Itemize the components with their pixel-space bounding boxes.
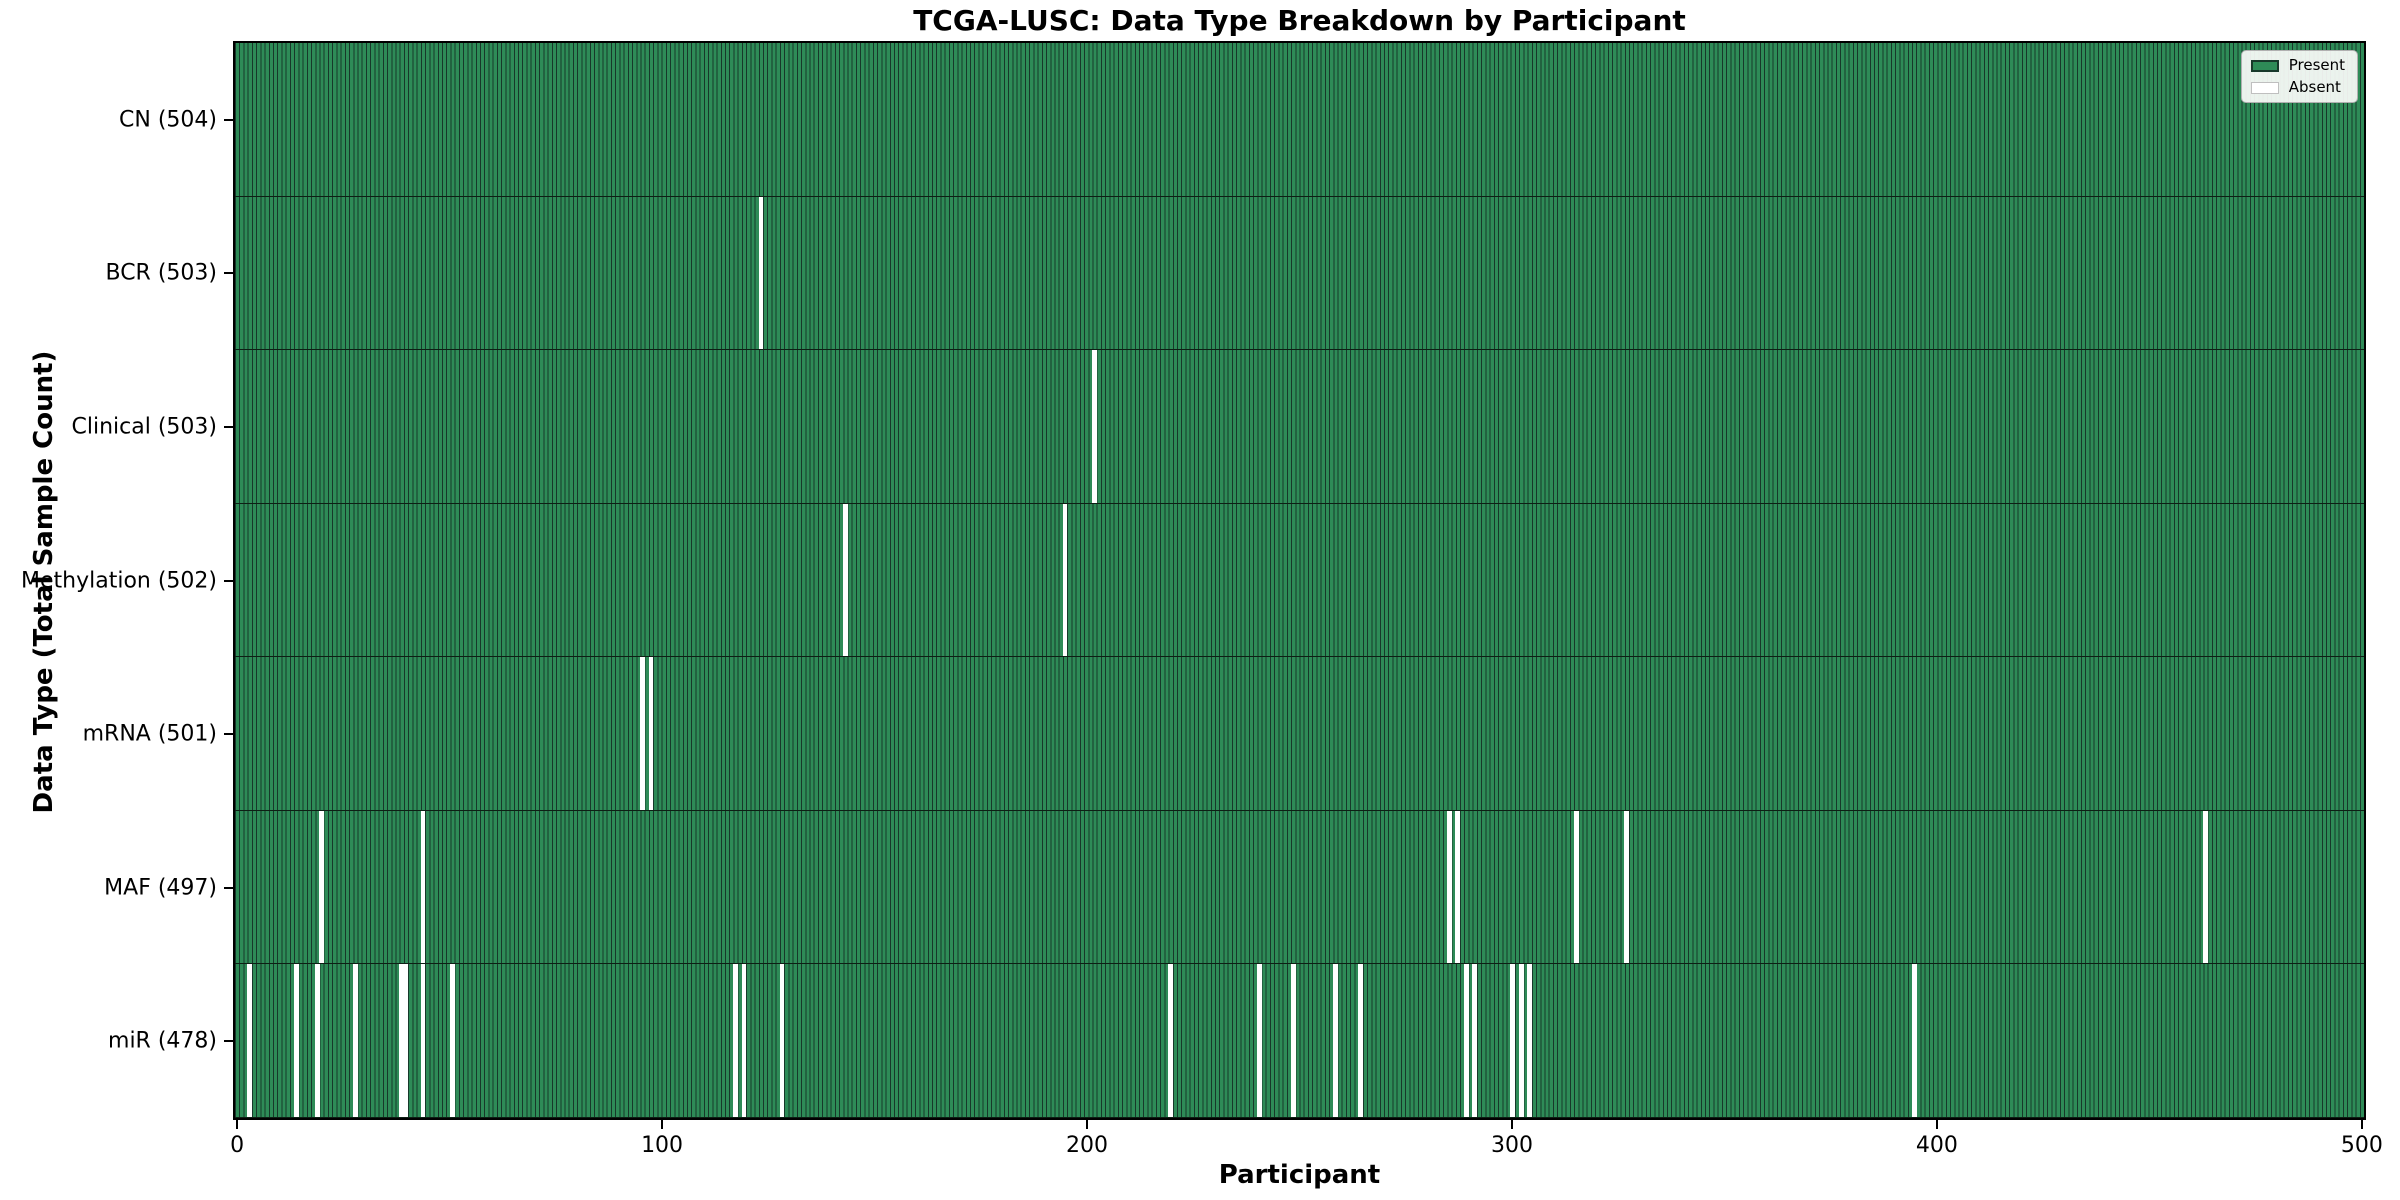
x-tick-mark (1935, 1120, 1938, 1129)
legend-absent-label: Absent (2288, 78, 2341, 96)
absent-gap (733, 964, 738, 1117)
y-tick-label-miR: miR (478) (108, 1028, 217, 1054)
absent-gap (1518, 964, 1524, 1117)
absent-gap (1573, 810, 1579, 964)
absent-gap (1527, 964, 1533, 1117)
y-tick-label-mRNA: mRNA (501) (82, 721, 217, 747)
absent-gap (758, 196, 764, 350)
row-strip-CN (235, 43, 2364, 197)
plot-area: Present Absent (233, 41, 2366, 1120)
x-tick-mark (1086, 1120, 1089, 1129)
y-tick-label-Methylation: Methylation (502) (21, 568, 217, 593)
x-tick-label-500: 500 (2340, 1133, 2383, 1158)
row-strip-Clinical (235, 350, 2364, 504)
absent-swatch-icon (2250, 81, 2279, 94)
absent-gap (2203, 810, 2208, 964)
absent-gap (352, 964, 358, 1117)
absent-gap (1472, 964, 1478, 1117)
y-tick-mark (224, 579, 233, 582)
x-tick-label-100: 100 (641, 1133, 684, 1158)
y-tick-mark (224, 886, 233, 889)
y-tick-mark (224, 1040, 233, 1043)
absent-gap (1463, 964, 1469, 1117)
absent-gap (648, 657, 654, 810)
absent-gap (1256, 964, 1262, 1117)
y-tick-label-CN: CN (504) (119, 107, 217, 133)
absent-gap (450, 964, 455, 1117)
legend-item-present: Present (2250, 56, 2345, 74)
x-tick-label-200: 200 (1066, 1133, 1109, 1158)
absent-gap (247, 964, 253, 1117)
absent-gap (741, 964, 747, 1117)
x-axis-label: Participant (1218, 1160, 1381, 1190)
absent-gap (1290, 964, 1296, 1117)
absent-gap (1358, 964, 1364, 1117)
absent-gap (842, 503, 848, 657)
absent-gap (1911, 964, 1917, 1117)
y-tick-mark (224, 272, 233, 275)
row-strip-Methylation (235, 503, 2364, 658)
row-strip-BCR (235, 196, 2364, 351)
legend: Present Absent (2240, 50, 2358, 103)
absent-gap (779, 964, 785, 1117)
y-tick-label-BCR: BCR (503) (105, 260, 217, 286)
legend-item-absent: Absent (2250, 78, 2345, 96)
absent-gap (420, 810, 426, 964)
y-tick-mark (224, 733, 233, 736)
absent-gap (399, 964, 405, 1117)
absent-gap (319, 810, 324, 964)
x-tick-mark (1510, 1120, 1513, 1129)
x-tick-label-300: 300 (1490, 1133, 1533, 1158)
y-tick-mark (224, 425, 233, 428)
x-tick-mark (2360, 1120, 2363, 1129)
absent-gap (1062, 503, 1068, 657)
row-strip-MAF (235, 810, 2364, 965)
y-tick-label-Clinical: Clinical (503) (71, 414, 217, 440)
present-swatch-icon (2250, 59, 2279, 72)
legend-present-label: Present (2288, 56, 2345, 74)
absent-gap (1455, 810, 1461, 964)
x-tick-label-400: 400 (1915, 1133, 1958, 1158)
x-tick-mark (236, 1120, 239, 1129)
x-tick-label-0: 0 (230, 1133, 245, 1158)
absent-gap (1092, 350, 1098, 503)
absent-gap (403, 964, 409, 1117)
row-strip-miR (235, 964, 2364, 1118)
y-tick-mark (224, 118, 233, 121)
absent-gap (1624, 810, 1630, 964)
absent-gap (314, 964, 320, 1117)
absent-gap (420, 964, 426, 1117)
absent-gap (1168, 964, 1174, 1117)
row-strip-mRNA (235, 657, 2364, 811)
x-tick-mark (661, 1120, 664, 1129)
chart-title: TCGA-LUSC: Data Type Breakdown by Partic… (913, 4, 1686, 37)
absent-gap (1510, 964, 1516, 1117)
absent-gap (640, 657, 646, 810)
absent-gap (1332, 964, 1338, 1117)
y-tick-label-MAF: MAF (497) (104, 875, 217, 901)
absent-gap (1447, 810, 1452, 964)
absent-gap (293, 964, 299, 1117)
